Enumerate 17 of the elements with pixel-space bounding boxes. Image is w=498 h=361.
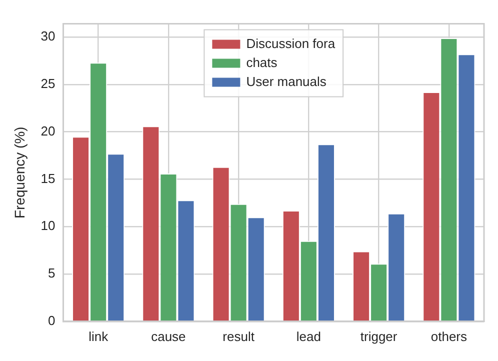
y-tick-label: 15 bbox=[40, 170, 56, 186]
x-tick-label: link bbox=[88, 328, 109, 344]
x-tick-label: cause bbox=[151, 328, 186, 344]
y-tick-label: 0 bbox=[48, 312, 56, 328]
legend-label: chats bbox=[246, 54, 278, 70]
y-tick-label: 10 bbox=[40, 218, 56, 234]
y-tick-label: 20 bbox=[40, 123, 56, 138]
x-tick-label: lead bbox=[296, 328, 321, 344]
legend-label: Discussion fora bbox=[246, 36, 336, 51]
y-axis-title: Frequency (%) bbox=[11, 126, 28, 219]
legend-label: User manuals bbox=[246, 74, 327, 89]
x-tick-label: others bbox=[430, 328, 468, 344]
y-tick-label: 25 bbox=[40, 76, 56, 92]
y-tick-label: 30 bbox=[40, 28, 56, 44]
y-tick-label: 5 bbox=[48, 266, 56, 281]
x-tick-label: result bbox=[222, 328, 255, 344]
x-tick-label: trigger bbox=[360, 328, 398, 344]
